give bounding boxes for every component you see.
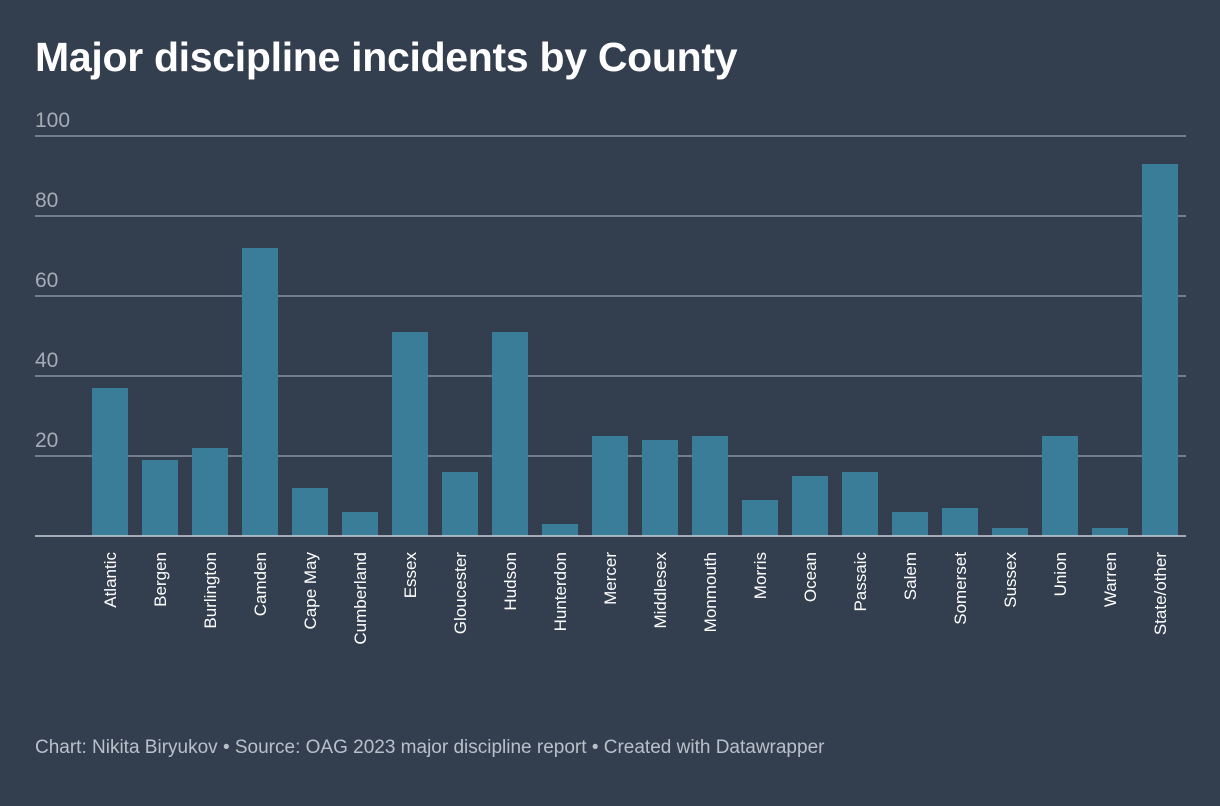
x-tick-label: Monmouth <box>701 552 720 632</box>
bar-passaic <box>842 472 878 536</box>
x-tick-label: Ocean <box>801 552 820 602</box>
x-tick-label: Hunterdon <box>551 552 570 631</box>
x-tick-label: Essex <box>401 552 420 599</box>
bar-somerset <box>942 508 978 536</box>
bar-warren <box>1092 528 1128 536</box>
y-tick-label: 80 <box>35 189 58 212</box>
x-tick-label: Passaic <box>851 552 870 612</box>
gridlines: 20 40 60 80 100 <box>35 109 1186 457</box>
x-tick-label: Bergen <box>151 552 170 607</box>
bar-ocean <box>792 476 828 536</box>
x-tick-label: Union <box>1051 552 1070 596</box>
x-tick-label: Cape May <box>301 552 320 630</box>
x-axis-labels: Atlantic Bergen Burlington Camden Cape May Cu… <box>101 552 1170 645</box>
bar-bergen <box>142 460 178 536</box>
chart-title: Major discipline incidents by County <box>35 34 738 80</box>
x-tick-label: Somerset <box>951 552 970 625</box>
bar-essex <box>392 332 428 536</box>
bar-morris <box>742 500 778 536</box>
x-tick-label: Morris <box>751 552 770 599</box>
bar-atlantic <box>92 388 128 536</box>
y-tick-label: 100 <box>35 109 70 132</box>
y-tick-label: 40 <box>35 349 58 372</box>
x-tick-label: Middlesex <box>651 552 670 629</box>
x-tick-label: Warren <box>1101 552 1120 607</box>
bar-burlington <box>192 448 228 536</box>
bar-chart: 20 40 60 80 100 Atlantic Bergen Burlington Camd… <box>35 109 1186 645</box>
y-tick-label: 20 <box>35 429 58 452</box>
bar-mercer <box>592 436 628 536</box>
x-tick-label: Camden <box>251 552 270 616</box>
x-tick-label: Hudson <box>501 552 520 611</box>
x-tick-label: Gloucester <box>451 552 470 635</box>
bar-monmouth <box>692 436 728 536</box>
bar-gloucester <box>442 472 478 536</box>
bar-sussex <box>992 528 1028 536</box>
bar-cape-may <box>292 488 328 536</box>
x-tick-label: Sussex <box>1001 552 1020 608</box>
bar-camden <box>242 248 278 536</box>
x-tick-label: State/other <box>1151 552 1170 636</box>
x-tick-label: Atlantic <box>101 552 120 608</box>
bar-hudson <box>492 332 528 536</box>
bar-middlesex <box>642 440 678 536</box>
bar-state-other <box>1142 164 1178 536</box>
bar-union <box>1042 436 1078 536</box>
x-tick-label: Burlington <box>201 552 220 629</box>
x-tick-label: Mercer <box>601 552 620 605</box>
x-tick-label: Cumberland <box>351 552 370 645</box>
bar-salem <box>892 512 928 536</box>
x-tick-label: Salem <box>901 552 920 600</box>
y-tick-label: 60 <box>35 269 58 292</box>
chart-footer: Chart: Nikita Biryukov • Source: OAG 202… <box>35 737 825 758</box>
bar-hunterdon <box>542 524 578 536</box>
bar-cumberland <box>342 512 378 536</box>
bars <box>92 164 1178 536</box>
